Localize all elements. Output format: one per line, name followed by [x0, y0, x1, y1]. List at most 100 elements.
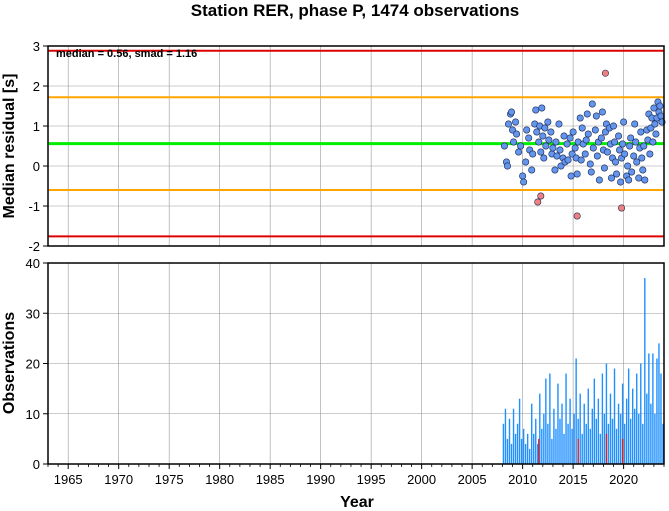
- x-tick-label: 1985: [256, 472, 285, 487]
- observation-bar: [605, 363, 608, 464]
- x-tick-label: 2010: [508, 472, 537, 487]
- observation-bar: [565, 373, 567, 464]
- observation-bar: [648, 353, 650, 464]
- observation-bar: [611, 418, 614, 464]
- observation-bar: [585, 423, 587, 464]
- observation-bar: [557, 383, 559, 464]
- data-point: [652, 130, 660, 138]
- observation-bar: [615, 428, 618, 464]
- data-point: [577, 156, 585, 164]
- data-point: [628, 168, 636, 176]
- y-tick-label: 3: [33, 39, 40, 54]
- reference-lines: [48, 49, 664, 238]
- observation-bar: [642, 423, 644, 464]
- y-tick-label: 30: [26, 306, 40, 321]
- x-tick-label: 1995: [357, 472, 386, 487]
- data-point: [555, 120, 563, 128]
- data-point: [535, 138, 543, 146]
- median-annotation: median = 0.56, smad = 1.16: [56, 48, 197, 60]
- data-point: [646, 150, 654, 158]
- data-point: [542, 142, 550, 150]
- observation-bar: [518, 398, 521, 464]
- data-point: [581, 150, 589, 158]
- data-point: [612, 158, 620, 166]
- data-point: [603, 148, 611, 156]
- observation-bar: [587, 388, 589, 464]
- data-point: [539, 132, 547, 140]
- data-point: [615, 132, 623, 140]
- data-point: [607, 174, 615, 182]
- x-tick-label: 2015: [559, 472, 588, 487]
- data-point: [503, 162, 511, 170]
- data-point: [587, 168, 595, 176]
- observation-bar: [506, 438, 509, 464]
- data-point: [592, 112, 600, 120]
- observation-bar: [569, 398, 571, 464]
- data-point: [534, 198, 542, 206]
- data-point: [515, 148, 523, 156]
- observation-bar: [625, 398, 628, 464]
- data-point: [633, 158, 641, 166]
- data-point: [600, 164, 608, 172]
- residual-y-ticks: -2 -1 0 1 2 3: [28, 39, 48, 254]
- data-point: [588, 100, 596, 108]
- data-point: [547, 128, 555, 136]
- observation-bar: [640, 363, 642, 464]
- x-tick-label: 1975: [155, 472, 184, 487]
- data-point: [571, 144, 579, 152]
- observation-bar: [559, 418, 561, 464]
- data-point: [632, 138, 640, 146]
- data-point: [584, 130, 592, 138]
- observation-bar: [636, 373, 638, 464]
- y-tick-label: -2: [28, 239, 40, 254]
- observation-bar: [660, 373, 662, 464]
- data-point: [533, 128, 541, 136]
- observation-bar: [619, 413, 622, 464]
- data-point: [541, 124, 549, 132]
- observation-bar: [652, 353, 654, 464]
- observation-bar: [662, 423, 664, 464]
- chart-title: Station RER, phase P, 1474 observations: [191, 1, 519, 20]
- x-axis-label: Year: [340, 494, 374, 511]
- observation-bar: [613, 368, 616, 464]
- data-point: [525, 134, 533, 142]
- observation-bar: [638, 413, 640, 464]
- observation-bar: [561, 403, 563, 464]
- data-point: [545, 136, 553, 144]
- observation-bar: [551, 438, 553, 464]
- data-point: [626, 142, 634, 150]
- data-point: [627, 134, 635, 142]
- residual-panel: -2 -1 0 1 2 3 median = 0.56, smad = 1.16 Medi…: [1, 39, 666, 254]
- observation-bar: [531, 403, 533, 464]
- observation-bar: [583, 403, 585, 464]
- residual-points: [500, 69, 666, 220]
- y-tick-label: 20: [26, 357, 40, 372]
- y-tick-label: 10: [26, 407, 40, 422]
- data-point: [610, 122, 618, 130]
- data-point: [586, 160, 594, 168]
- data-point: [567, 172, 575, 180]
- observation-bar: [601, 373, 604, 464]
- residual-frame: [47, 45, 665, 247]
- observation-bar: [567, 423, 569, 464]
- observation-bar: [609, 393, 612, 464]
- data-point: [657, 112, 665, 120]
- data-point: [540, 154, 548, 162]
- data-point: [598, 108, 606, 116]
- observation-bar: [508, 418, 511, 464]
- observation-bar: [575, 358, 577, 464]
- y-tick-label: -1: [28, 199, 40, 214]
- data-point: [522, 158, 530, 166]
- observation-bar: [528, 448, 531, 464]
- observation-bar: [577, 438, 579, 464]
- data-point: [538, 104, 546, 112]
- data-point: [563, 140, 571, 148]
- data-point: [508, 108, 516, 116]
- observation-bar: [654, 413, 656, 464]
- data-point: [595, 176, 603, 184]
- x-tick-label: 1990: [306, 472, 335, 487]
- observation-bar: [617, 403, 620, 464]
- observation-bar: [535, 418, 537, 464]
- observation-bar: [650, 403, 652, 464]
